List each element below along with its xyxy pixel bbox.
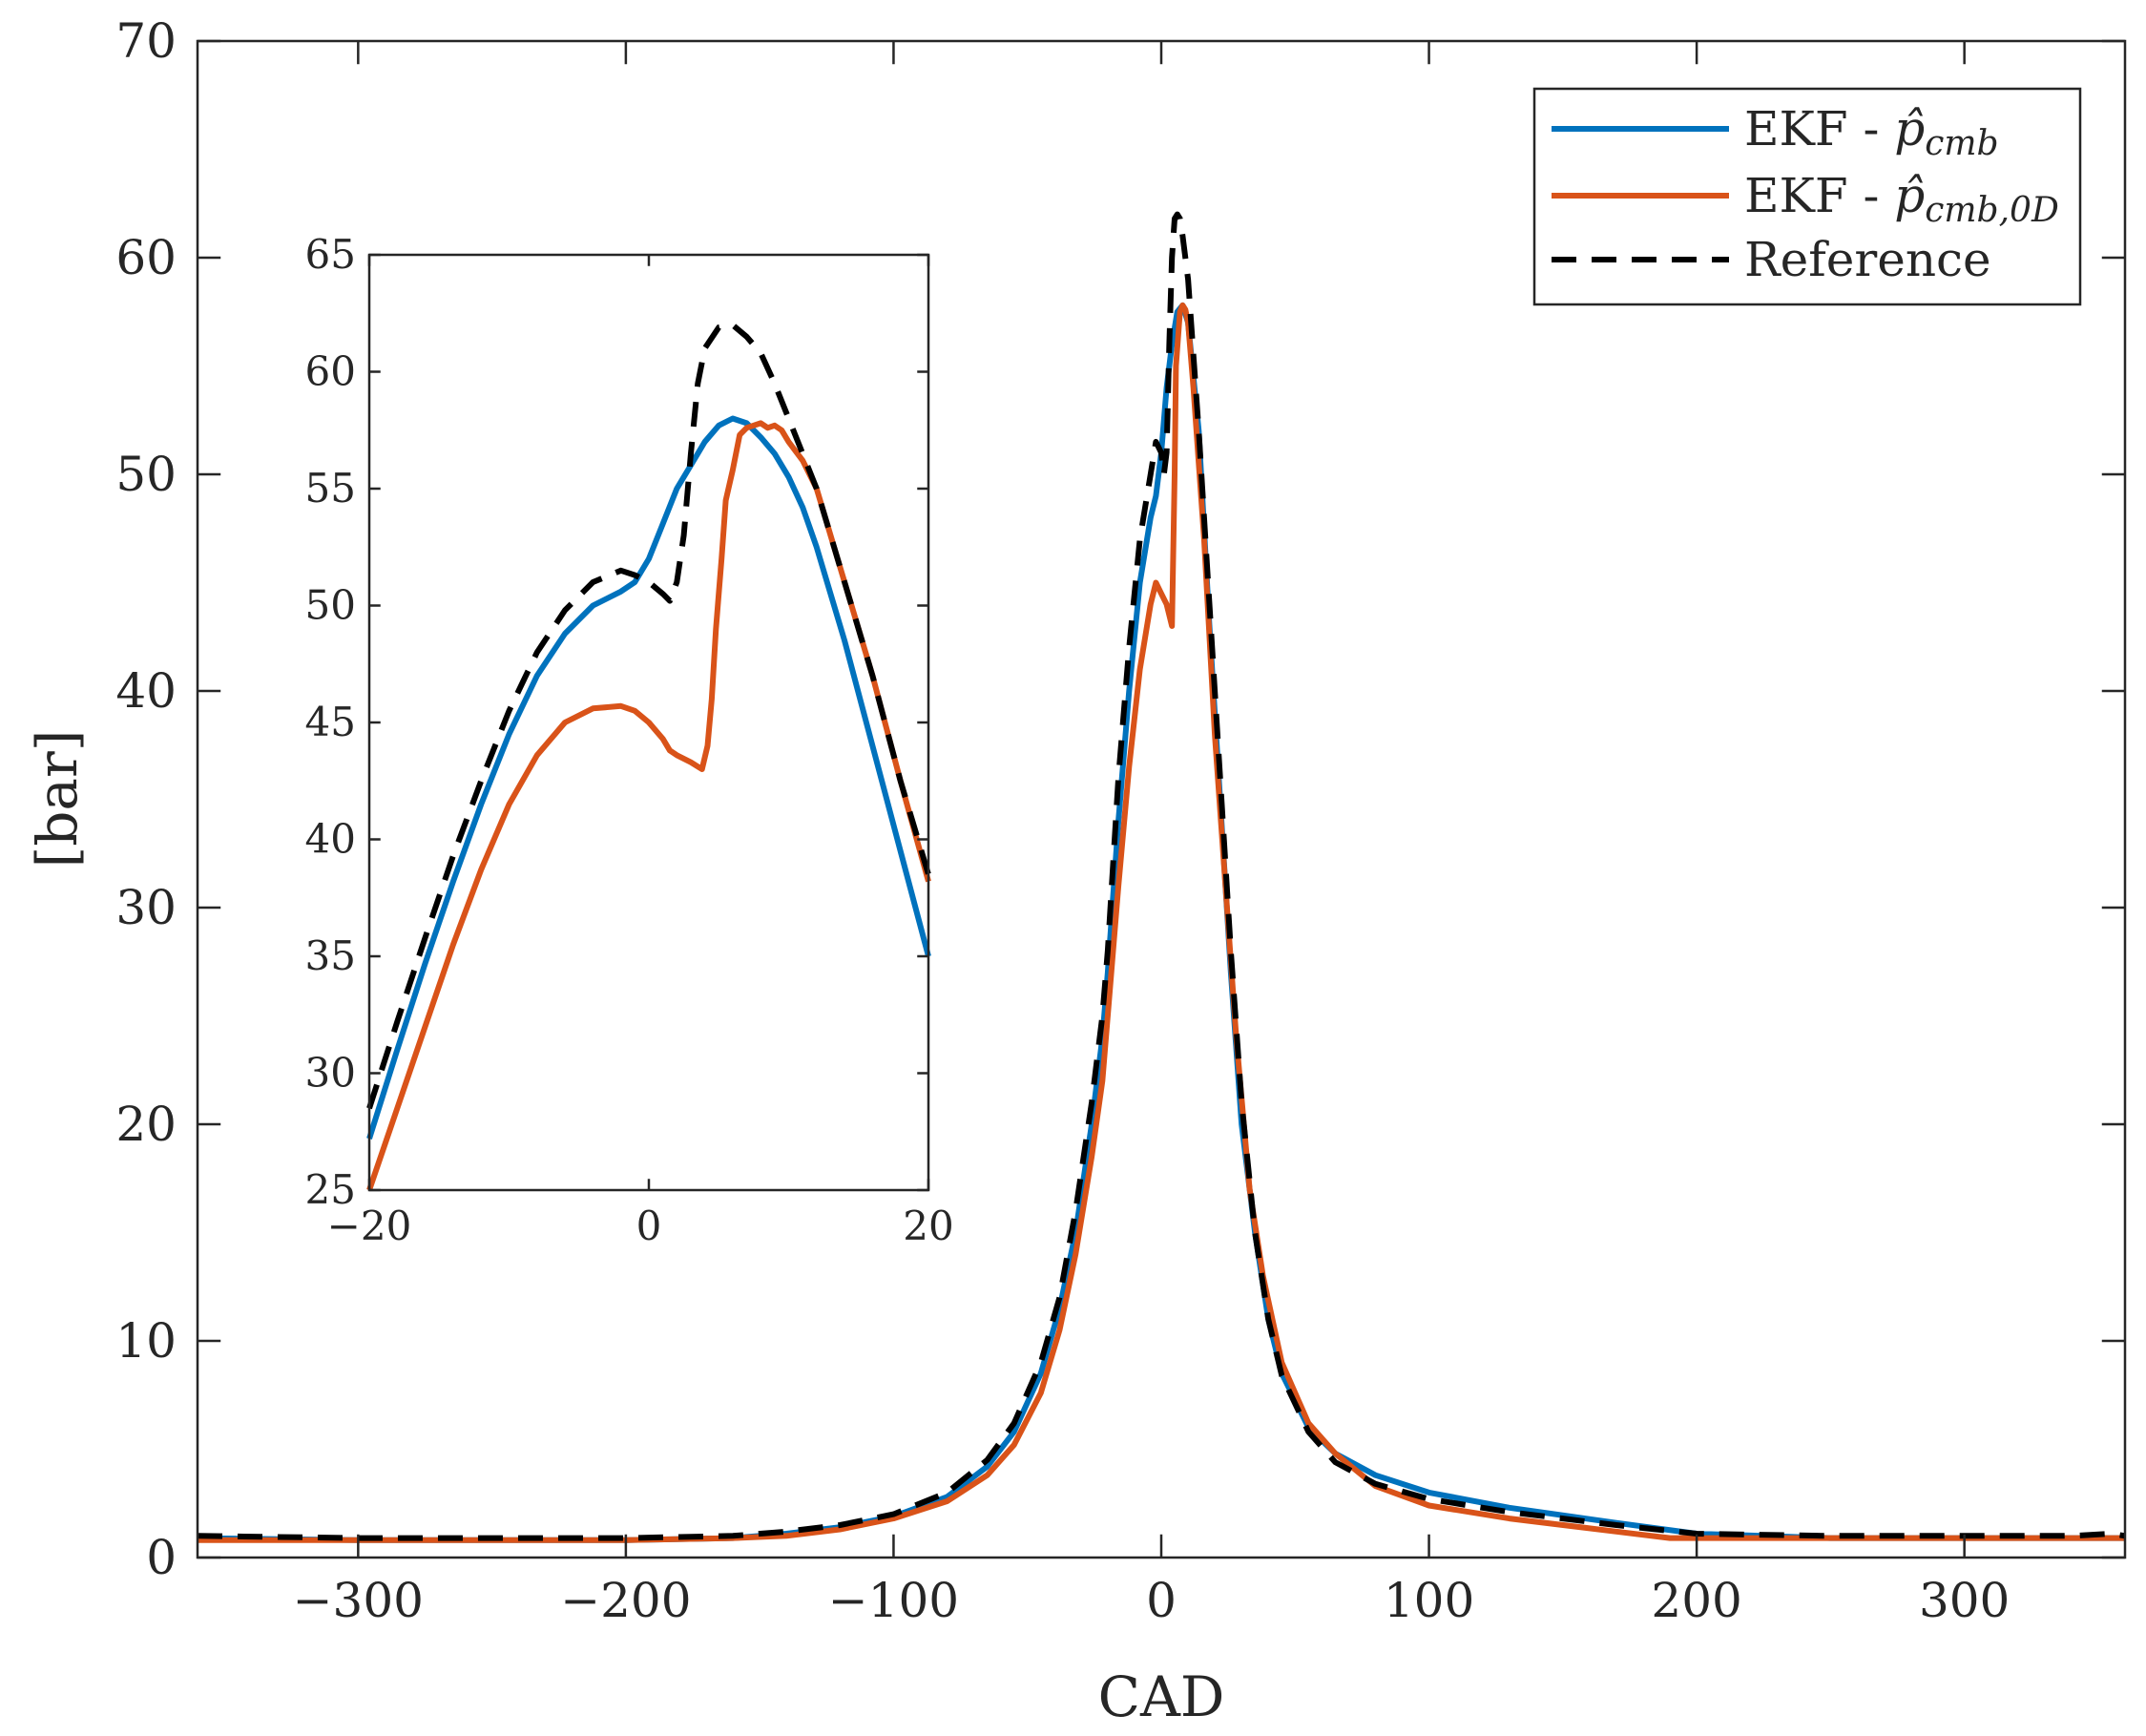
main-series-line-ref	[197, 211, 2126, 1541]
inset-series-group	[366, 322, 931, 1191]
inset-series-line-ekf0d	[366, 420, 931, 1191]
legend-ekf0d-symbol: p̂	[1894, 168, 1925, 223]
main-series-line-ekf	[197, 302, 2125, 1543]
inset-ticks-group: −20 0 20 25 30 35 40 45 50 55 60 65	[305, 231, 954, 1249]
inset-series-line-ekf	[366, 415, 931, 1140]
legend-ekf0d-prefix: EKF -	[1744, 168, 1894, 223]
main-y-tick-label: 0	[146, 1530, 177, 1585]
main-y-tick-label: 10	[115, 1313, 177, 1369]
inset-x-tick-label: −20	[327, 1203, 412, 1249]
main-y-tick-label: 50	[115, 447, 177, 502]
main-x-tick-label: −300	[293, 1573, 424, 1628]
main-y-tick-label: 20	[115, 1097, 177, 1152]
inset-x-tick-label: 0	[636, 1203, 662, 1249]
main-axes-box	[196, 39, 2127, 1559]
inset-x-tick-label: 20	[903, 1203, 953, 1249]
main-series-group	[197, 211, 2126, 1543]
legend-ekf0d-subscript: cmb,0D	[1925, 191, 2059, 230]
main-x-tick-label: −200	[560, 1573, 691, 1628]
legend-ekf-subscript: cmb	[1925, 124, 1998, 163]
main-x-tick-label: 300	[1919, 1573, 2010, 1628]
main-y-tick-label: 70	[115, 13, 177, 69]
main-y-tick-label: 40	[115, 663, 177, 719]
legend-entry-ekf: EKF - p̂cmb	[1744, 101, 1999, 163]
main-x-tick-label: 0	[1146, 1573, 1177, 1628]
inset-y-tick-label: 35	[305, 932, 356, 979]
main-x-tick-label: 100	[1384, 1573, 1474, 1628]
legend-ekf-prefix: EKF -	[1744, 101, 1894, 157]
inset-y-tick-label: 50	[305, 582, 356, 629]
main-x-tick-label: −100	[828, 1573, 959, 1628]
inset-y-tick-label: 40	[305, 816, 356, 863]
legend-entry-ekf0d: EKF - p̂cmb,0D	[1744, 168, 2059, 230]
inset-y-tick-label: 25	[305, 1166, 356, 1213]
inset-y-tick-label: 55	[305, 465, 356, 512]
x-axis-label: CAD	[1098, 1664, 1225, 1729]
inset-axes-box	[367, 253, 930, 1192]
inset-y-tick-label: 65	[305, 231, 356, 278]
legend: EKF - p̂cmb EKF - p̂cmb,0D Reference	[1532, 87, 2082, 306]
main-x-tick-label: 200	[1651, 1573, 1741, 1628]
inset-y-tick-label: 30	[305, 1050, 356, 1097]
legend-entry-reference: Reference	[1744, 232, 1991, 287]
inset-plot: −20 0 20 25 30 35 40 45 50 55 60 65	[305, 231, 954, 1249]
inset-series-line-ref	[366, 322, 931, 1110]
legend-ekf-symbol: p̂	[1894, 101, 1925, 157]
inset-y-tick-label: 60	[305, 348, 356, 395]
main-y-tick-label: 60	[115, 230, 177, 285]
y-axis-label: [bar]	[25, 730, 90, 868]
inset-y-tick-label: 45	[305, 699, 356, 745]
main-y-tick-label: 30	[115, 880, 177, 935]
